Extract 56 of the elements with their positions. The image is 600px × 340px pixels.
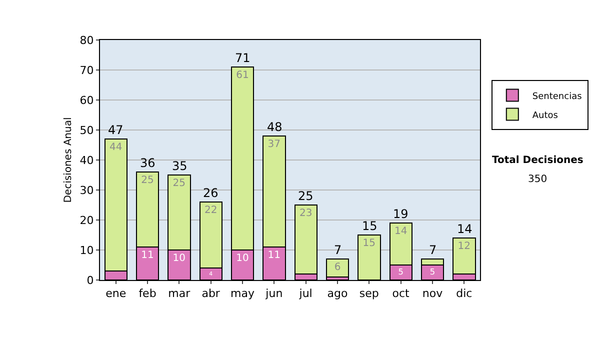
y-tick-label: 70 <box>80 64 94 77</box>
x-tick-label: mar <box>168 287 191 300</box>
text: 350 <box>528 174 548 185</box>
data-label: 37 <box>268 139 281 150</box>
total-label: 48 <box>267 120 282 134</box>
x-tick-label: dic <box>456 287 472 300</box>
y-tick-label: 10 <box>80 244 94 257</box>
legend-label: Autos <box>532 110 558 121</box>
y-tick-label: 30 <box>80 184 94 197</box>
total-label: 71 <box>235 51 250 65</box>
data-label: 61 <box>236 70 249 81</box>
data-label: 5 <box>398 266 404 277</box>
data-label: 11 <box>268 250 281 261</box>
total-label: 15 <box>362 219 378 233</box>
y-axis-title: Decisiones Anual <box>62 117 74 203</box>
x-tick-label: ene <box>106 287 126 300</box>
y-tick-label: 80 <box>80 34 94 47</box>
data-label: 23 <box>299 208 312 219</box>
data-label: 44 <box>109 142 122 153</box>
data-label: 15 <box>362 238 376 249</box>
x-tick-label: abr <box>202 287 220 300</box>
data-label: 25 <box>141 175 154 186</box>
y-tick-label: 40 <box>80 154 94 167</box>
x-tick-label: oct <box>392 287 410 300</box>
text: Total Decisiones <box>492 155 584 166</box>
bar <box>326 258 350 278</box>
total-label: 7 <box>429 243 437 257</box>
total-label: 36 <box>140 156 156 170</box>
total-label: 47 <box>108 123 124 137</box>
x-tick-label: jun <box>264 287 283 300</box>
y-tick-label: 0 <box>86 274 94 287</box>
x-tick-label: sep <box>359 287 379 300</box>
total-label: 7 <box>334 243 342 257</box>
y-tick-label: 20 <box>80 214 94 227</box>
x-tick-label: may <box>230 287 255 300</box>
x-tick-label: ago <box>327 287 348 300</box>
data-label: 22 <box>204 205 218 216</box>
x-tick-label: jul <box>298 287 312 300</box>
data-label: 5 <box>430 266 436 277</box>
data-label: 6 <box>334 262 341 273</box>
x-tick-label: feb <box>138 287 156 300</box>
legend-label: Sentencias <box>532 92 582 102</box>
total-label: 35 <box>172 159 188 173</box>
data-label: 25 <box>172 178 186 189</box>
x-tick-label: nov <box>422 287 444 300</box>
total-label: 19 <box>393 207 408 221</box>
total-label: 26 <box>203 186 218 200</box>
total-label: 14 <box>457 222 472 236</box>
data-label: 11 <box>141 250 154 261</box>
data-label: 10 <box>172 253 186 264</box>
total-label: 25 <box>298 189 314 203</box>
data-label: 14 <box>394 226 408 237</box>
data-label: 10 <box>236 253 249 264</box>
y-tick-label: 60 <box>80 94 94 107</box>
y-tick-label: 50 <box>80 124 94 137</box>
data-label: 12 <box>458 241 471 252</box>
